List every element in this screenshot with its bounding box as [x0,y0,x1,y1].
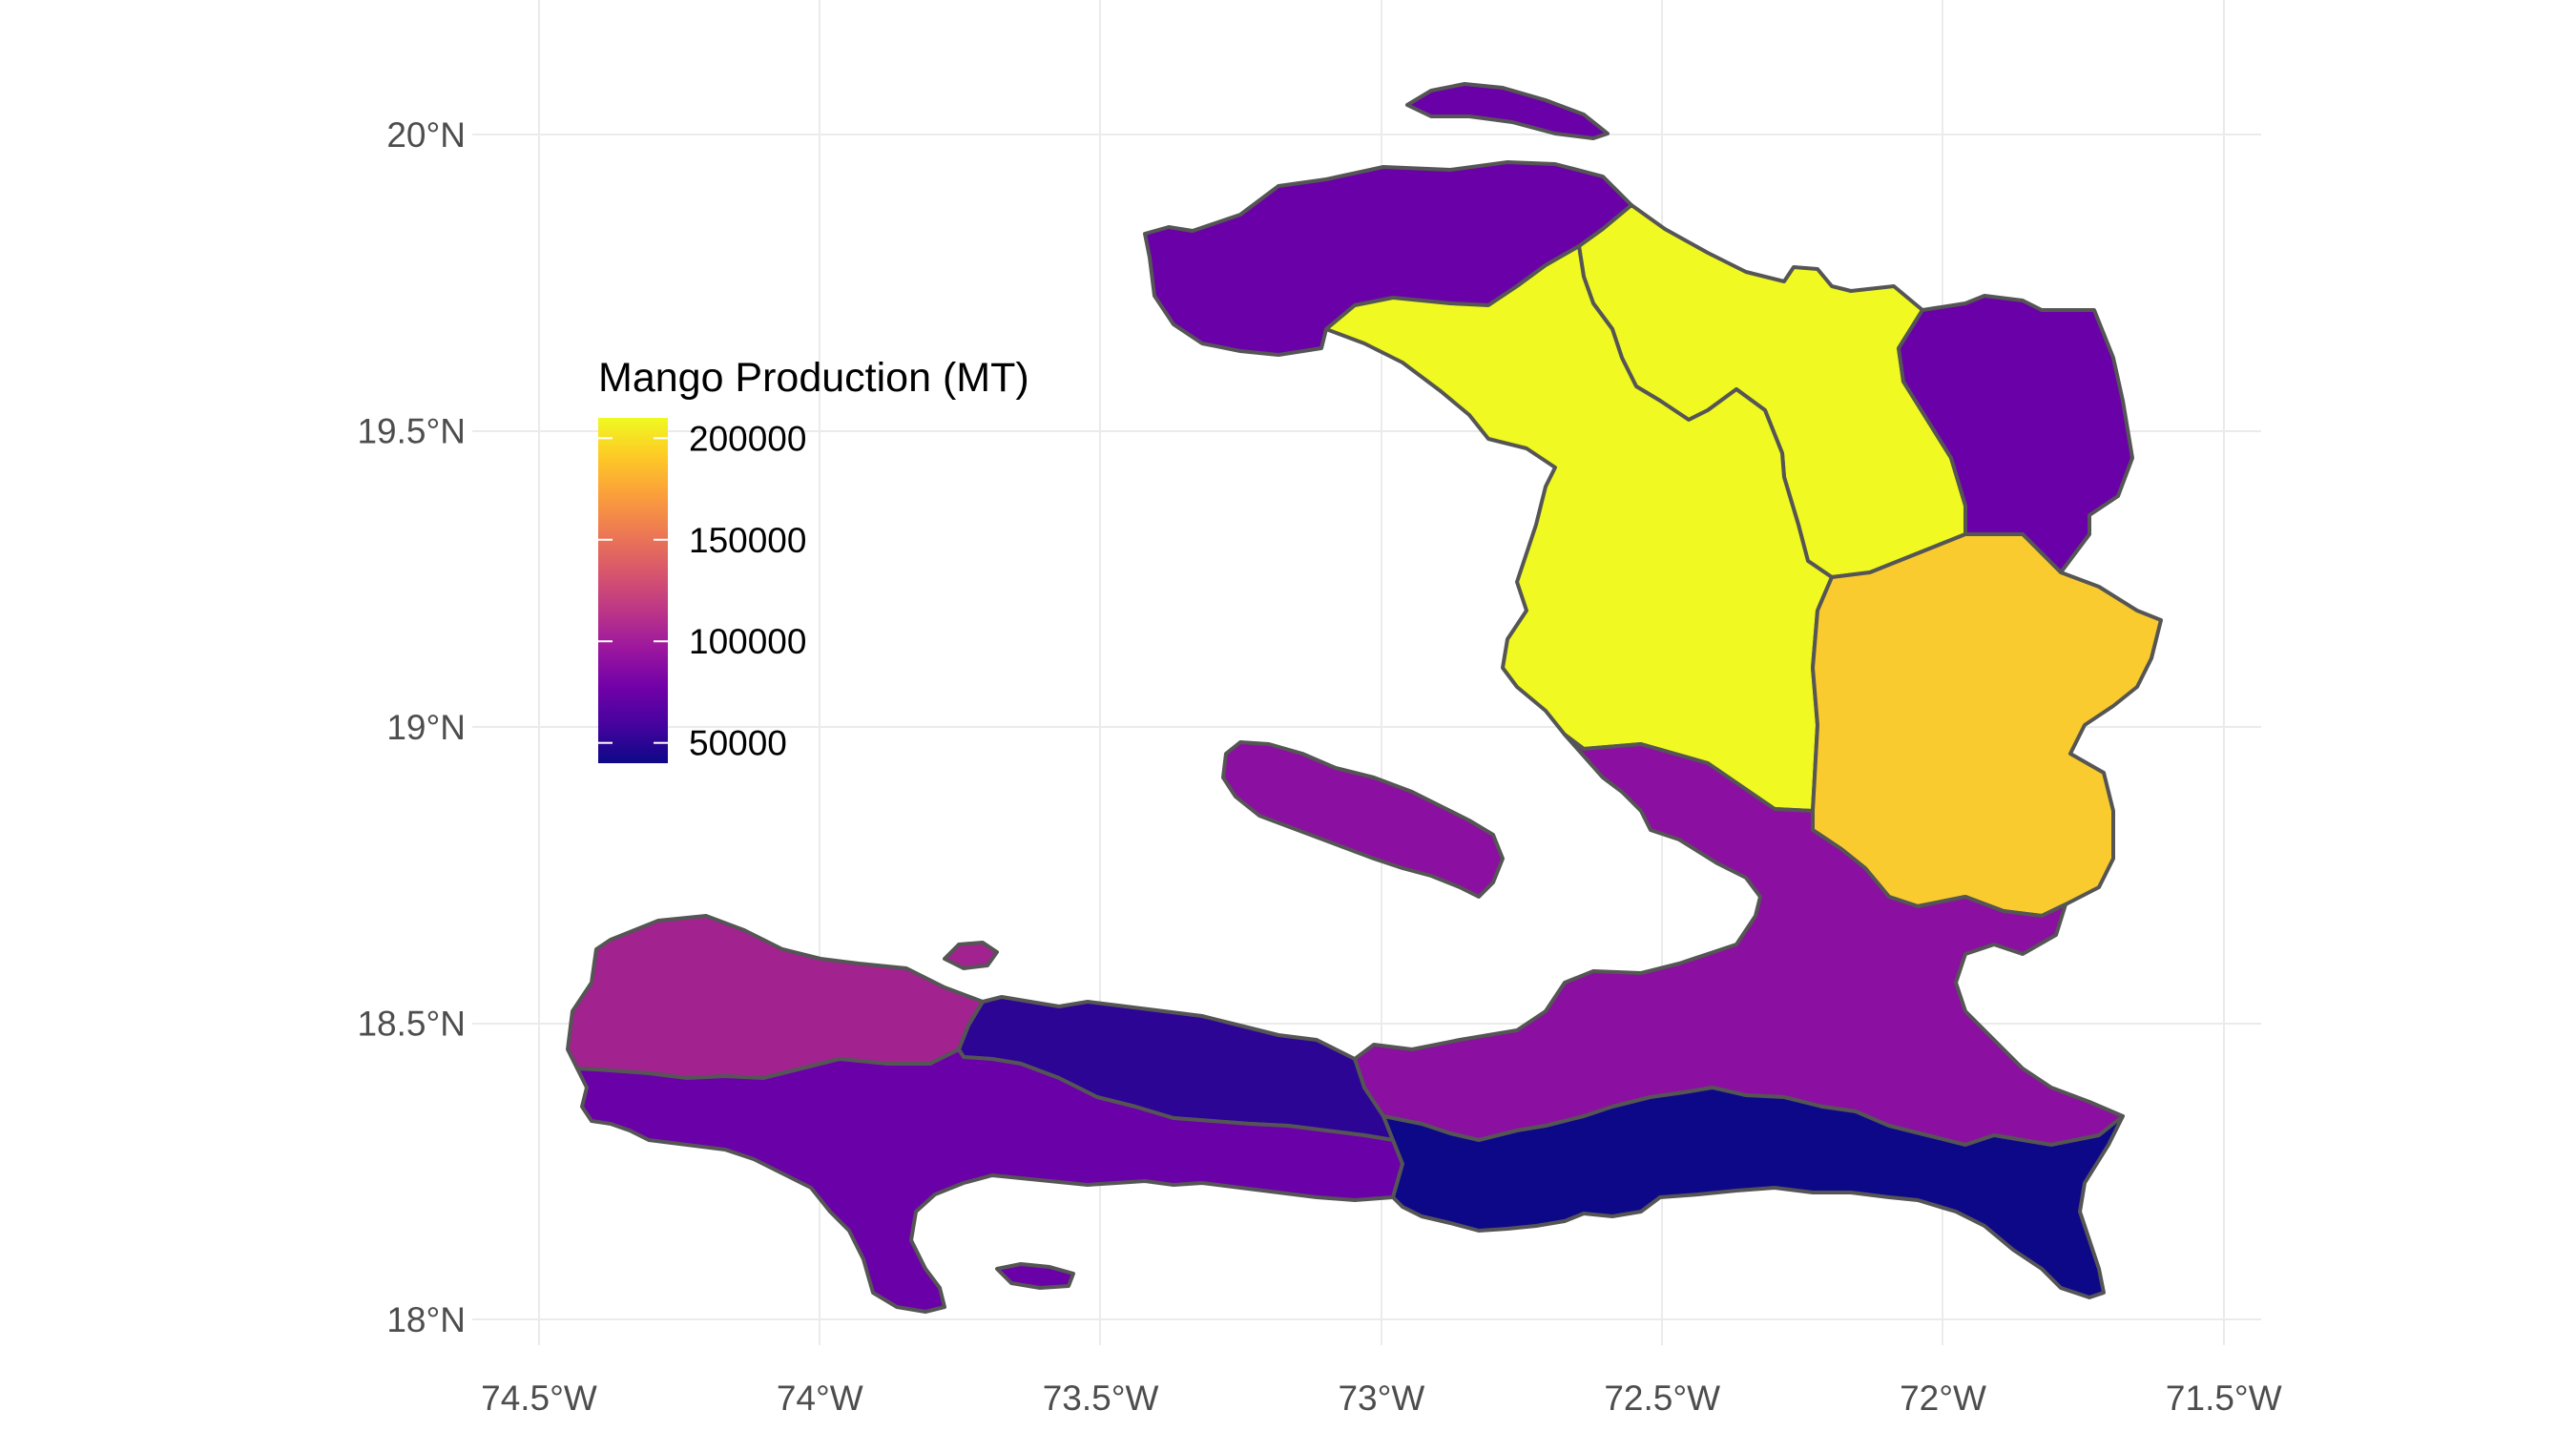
y-tick-label: 18.5°N [357,1005,466,1044]
legend-title: Mango Production (MT) [598,355,1029,401]
region-cayemites [943,941,999,970]
legend-label: 200000 [689,419,806,458]
legend-label: 100000 [689,622,806,661]
legend-colorbar [598,418,668,763]
legend-label: 150000 [689,521,806,560]
y-tick-label: 19.5°N [357,412,466,451]
y-axis: 20°N 19.5°N 19°N 18.5°N 18°N [357,115,466,1339]
x-tick-label: 74.5°W [481,1379,597,1418]
legend-ticks: 200000 150000 100000 50000 [598,419,806,763]
x-tick-label: 73.5°W [1043,1379,1159,1418]
region-sud-est [1381,1086,2125,1299]
region-gonave [1221,740,1505,899]
x-tick-label: 72.5°W [1604,1379,1720,1418]
x-tick-label: 72°W [1900,1379,1986,1418]
x-tick-label: 73°W [1338,1379,1424,1418]
y-tick-label: 18°N [386,1300,466,1339]
region-nord-est [1897,294,2134,574]
regions [566,82,2163,1314]
region-sud [575,1047,1404,1314]
y-tick-label: 19°N [386,708,466,747]
region-grandanse [566,914,985,1080]
x-tick-label: 74°W [777,1379,863,1418]
region-centre [1811,532,2163,918]
region-ile-a-vache [995,1262,1075,1290]
x-tick-label: 71.5°W [2166,1379,2282,1418]
legend-label: 50000 [689,724,787,763]
y-tick-label: 20°N [386,115,466,155]
legend: Mango Production (MT) 200000 150000 100000… [598,355,1029,763]
region-tortue [1405,82,1610,140]
x-axis: 74.5°W 74°W 73.5°W 73°W 72.5°W 72°W 71.5°W [481,1379,2282,1418]
